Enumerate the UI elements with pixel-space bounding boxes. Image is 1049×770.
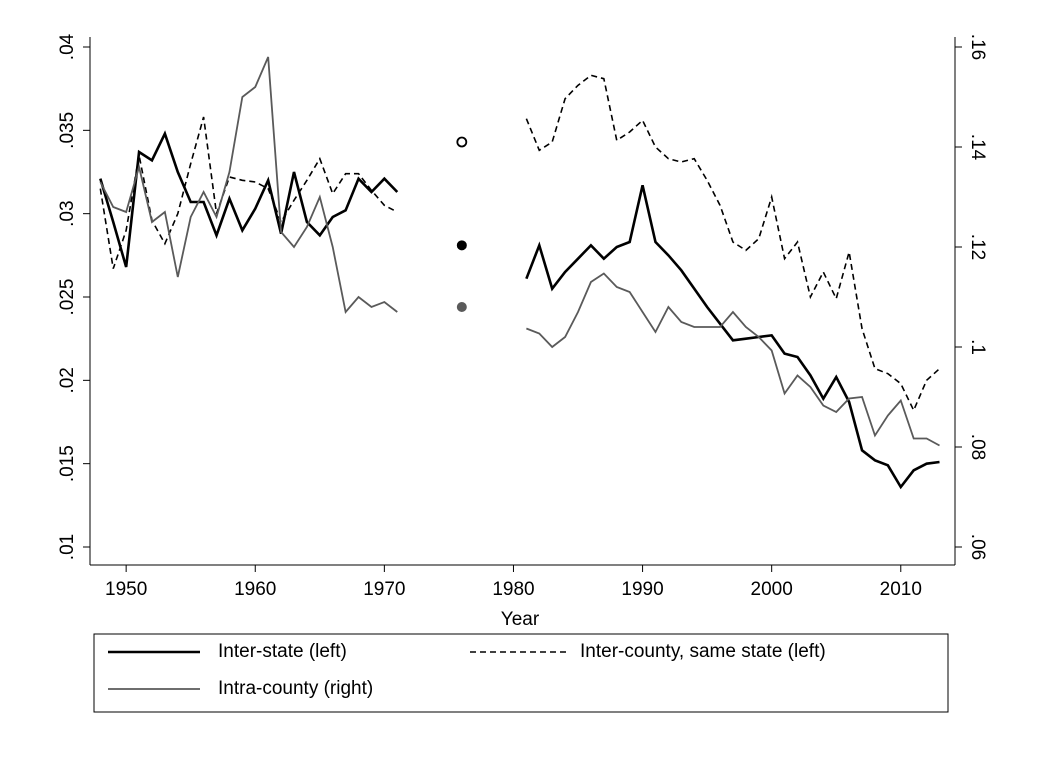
y2-tick-label: .1 <box>967 339 988 355</box>
point <box>456 240 467 251</box>
legend-box <box>93 633 949 713</box>
x-tick-label: 1980 <box>492 579 534 600</box>
series-line <box>99 130 940 490</box>
y-tick-label: .04 <box>57 33 78 60</box>
x-axis-label: Year <box>501 609 540 630</box>
x-tick-label: 1950 <box>105 579 147 600</box>
x-tick-label: 1960 <box>234 579 276 600</box>
y-tick-label: .02 <box>57 367 78 393</box>
point <box>456 136 468 148</box>
y-tick-label: .025 <box>57 279 78 316</box>
y-tick-label: .01 <box>57 534 78 560</box>
legend-label: Inter-state (left) <box>218 641 347 662</box>
y-tick-label: .035 <box>57 112 78 149</box>
legend-label: Inter-county, same state (left) <box>580 641 826 662</box>
y2-tick-label: .08 <box>967 434 988 460</box>
y2-tick-label: .14 <box>967 134 988 161</box>
x-tick-label: 2010 <box>880 579 922 600</box>
y2-tick-label: .06 <box>967 534 988 560</box>
x-tick-label: 2000 <box>751 579 793 600</box>
y-tick-label: .015 <box>57 445 78 482</box>
legend-label: Intra-county (right) <box>218 678 373 699</box>
x-tick-label: 1990 <box>621 579 663 600</box>
point <box>456 302 467 312</box>
y2-tick-label: .12 <box>967 234 988 260</box>
series-line <box>99 56 940 447</box>
y-tick-label: .03 <box>57 200 78 226</box>
x-tick-label: 1970 <box>363 579 405 600</box>
y2-tick-label: .16 <box>967 34 988 60</box>
series-line <box>99 74 941 413</box>
